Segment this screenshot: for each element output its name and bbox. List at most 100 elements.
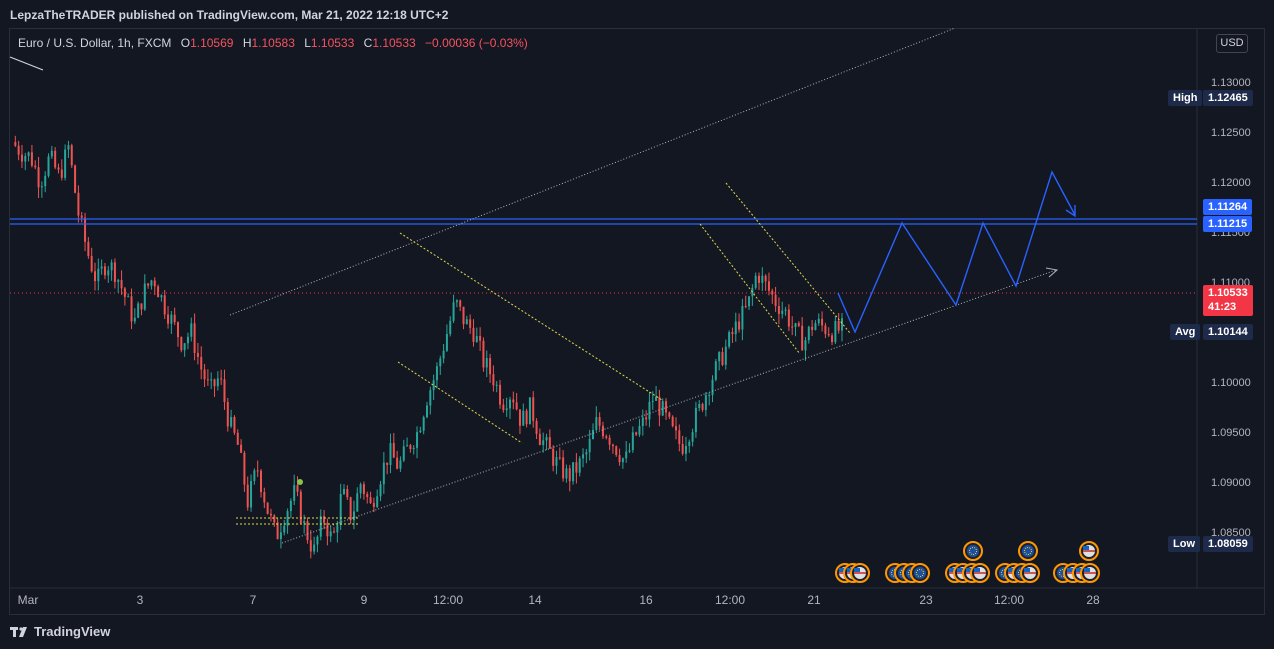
candle-body-down [774, 294, 777, 306]
candle-body-up [190, 323, 193, 337]
channel-upper-trendline [229, 27, 956, 316]
candle-body-up [127, 296, 130, 298]
us-flag-icon [1024, 568, 1030, 572]
time-tick-label: 3 [137, 593, 144, 607]
yellow-flag-upper [725, 182, 851, 334]
candle-body-up [379, 484, 382, 497]
candle-body-up [485, 358, 488, 368]
candle-body-up [359, 484, 362, 494]
candle-body-down [764, 275, 767, 282]
eu-flag-icon [916, 569, 924, 577]
symbol-name: Euro / U.S. Dollar, 1h, FXCM [18, 36, 172, 50]
us-flag-icon [957, 568, 963, 572]
us-flag-icon [1084, 568, 1090, 572]
candle-body-up [279, 532, 282, 540]
candle-body-down [611, 444, 614, 447]
low-value: 1.10533 [310, 36, 355, 50]
candle-body-down [177, 322, 179, 338]
candle-body-up [170, 314, 173, 324]
price-tick-label: 1.09500 [1211, 427, 1251, 439]
candle-body-up [704, 395, 707, 410]
candle-body-down [213, 379, 216, 387]
candle-body-down [489, 358, 492, 375]
candle-body-down [791, 326, 794, 328]
us-flag-icon [1076, 568, 1082, 572]
candle-body-down [492, 374, 495, 386]
chart-pane[interactable] [9, 28, 1265, 615]
candle-body-up [250, 480, 253, 508]
candle-body-down [502, 404, 505, 411]
candle-body-up [253, 470, 256, 481]
candle-body-down [771, 290, 774, 295]
us-flag-icon [847, 568, 853, 572]
candle-body-down [658, 396, 661, 416]
candle-body-down [153, 280, 156, 287]
candles-group [14, 135, 843, 559]
candle-body-down [157, 286, 160, 298]
candle-body-down [203, 369, 206, 380]
candle-body-up [303, 521, 306, 523]
candle-body-up [688, 441, 691, 446]
candle-body-down [472, 327, 475, 342]
candle-body-up [728, 332, 731, 347]
candle-body-down [74, 165, 77, 193]
candle-body-up [336, 525, 339, 533]
eu-flag-icon [969, 547, 977, 555]
candle-body-up [352, 511, 355, 521]
candle-body-up [754, 275, 757, 288]
candle-body-down [635, 432, 638, 435]
candle-body-down [346, 488, 349, 498]
candle-body-up [495, 384, 498, 386]
candle-body-up [216, 378, 219, 387]
projection-arrow-icon [1065, 205, 1076, 218]
candle-body-down [57, 167, 60, 170]
candle-body-down [552, 448, 555, 466]
candle-body-up [841, 318, 843, 331]
candle-body-up [694, 407, 697, 433]
candle-body-up [313, 544, 316, 552]
candle-body-down [837, 320, 840, 331]
us-flag-icon [1083, 546, 1089, 550]
candle-body-down [226, 401, 229, 427]
candle-body-up [814, 323, 817, 330]
candle-body-down [173, 314, 176, 323]
candle-body-up [582, 454, 585, 459]
candle-body-down [605, 436, 608, 438]
candle-body-down [167, 314, 170, 324]
candle-body-down [14, 142, 17, 146]
candle-body-down [372, 502, 375, 507]
candle-body-down [758, 275, 760, 283]
candle-body-down [163, 295, 166, 315]
candle-body-up [734, 321, 737, 335]
candle-body-down [30, 152, 33, 166]
candle-body-down [87, 241, 90, 256]
candle-body-down [731, 332, 734, 335]
candle-body-up [505, 408, 508, 411]
candle-body-up [416, 432, 419, 448]
currency-button[interactable]: USD [1216, 34, 1248, 53]
time-tick-label: 9 [361, 593, 368, 607]
candle-body-down [20, 154, 23, 162]
low-label: L [304, 36, 311, 50]
candle-body-down [130, 296, 133, 322]
yellow-channel-lower [397, 361, 523, 444]
candle-body-up [638, 426, 641, 435]
eu-flag-icon [914, 567, 926, 579]
candle-body-up [625, 451, 628, 459]
candle-body-down [482, 340, 485, 368]
yellow-flag-lower [699, 223, 801, 355]
price-tick-label: 1.12000 [1211, 177, 1251, 189]
projection-path [837, 170, 1076, 334]
level-upper-value: 1.11264 [1203, 199, 1253, 215]
open-label: O [180, 36, 191, 50]
candle-body-up [661, 401, 664, 416]
candle-body-down [362, 484, 365, 495]
candle-body-down [256, 470, 259, 472]
candle-body-down [386, 462, 389, 465]
candle-body-down [326, 522, 329, 537]
candle-body-down [266, 502, 269, 514]
tradingview-brand[interactable]: TradingView [10, 624, 110, 639]
time-axis: Mar 3 7 9 12:00 14 16 12:00 21 23 12:00 28 [18, 593, 1100, 607]
candle-body-down [515, 402, 518, 410]
